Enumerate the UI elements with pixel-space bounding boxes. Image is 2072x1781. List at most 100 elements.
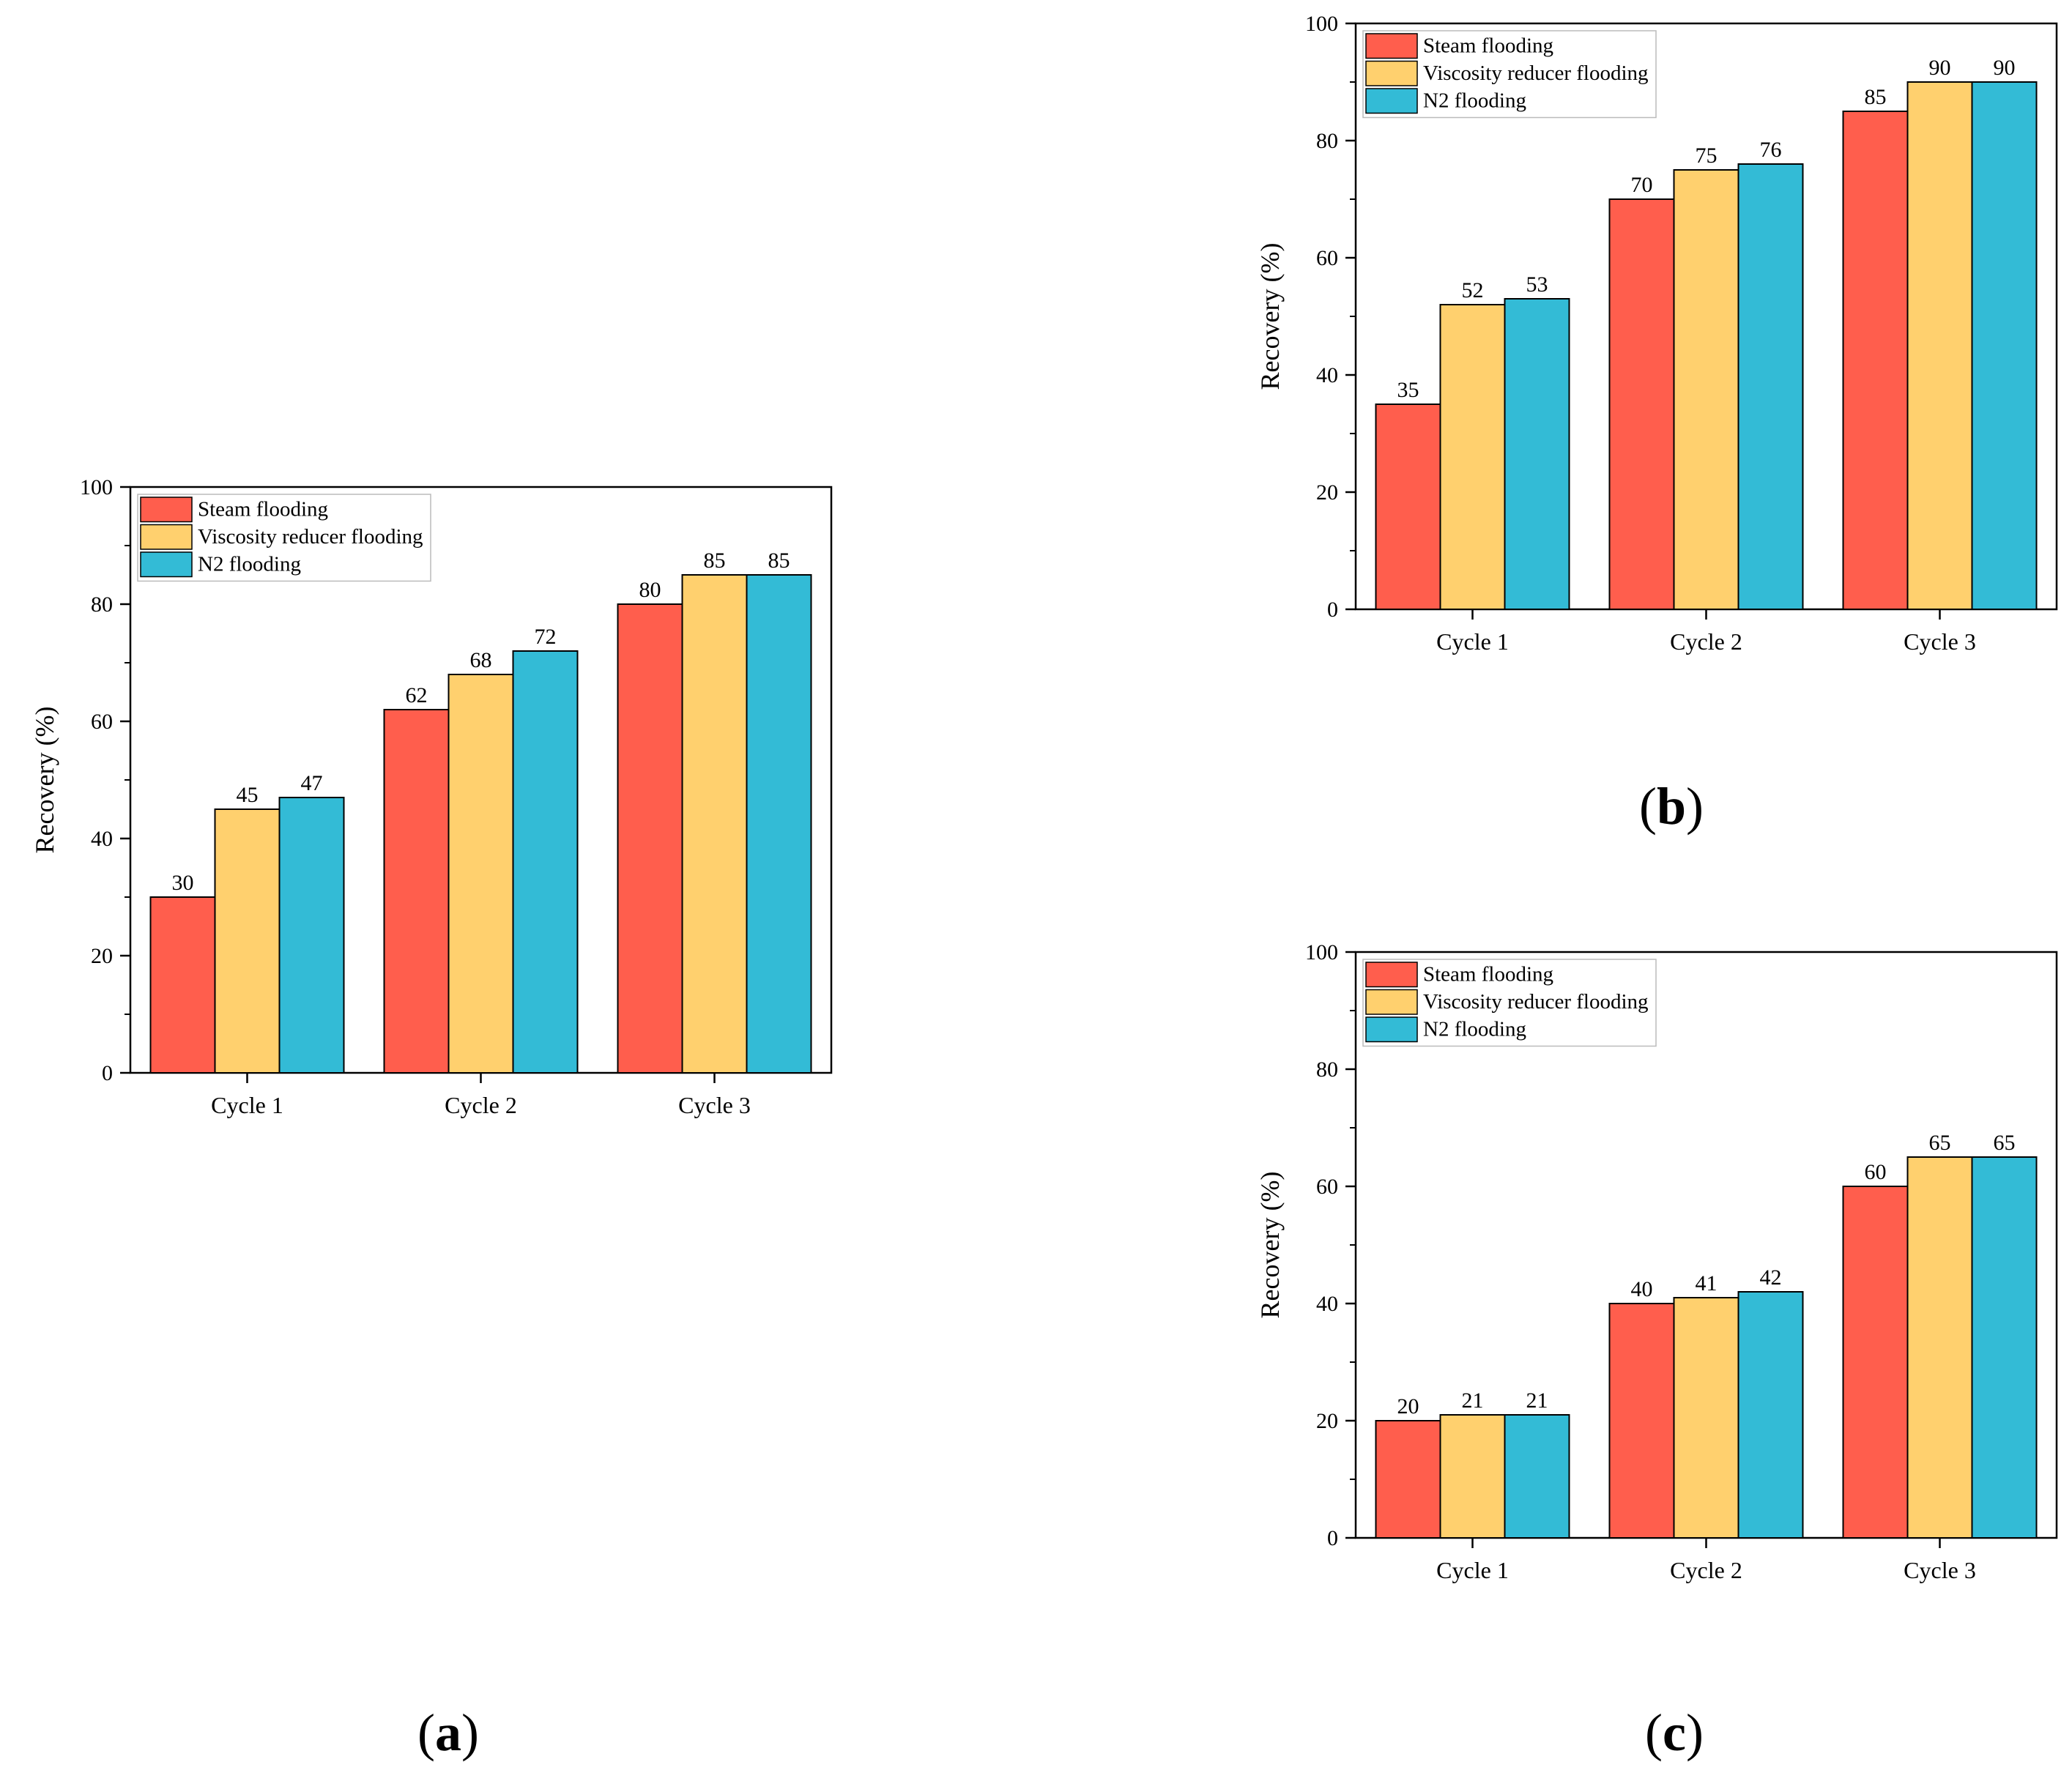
chart-a-legend-swatch: [140, 524, 193, 550]
chart-a-data-label: 62: [406, 683, 428, 707]
chart-a-data-label: 45: [237, 783, 259, 807]
panel-label-b-open: (: [1639, 777, 1657, 836]
chart-a-bar: [746, 574, 812, 1074]
chart-c-data-label: 40: [1631, 1277, 1653, 1301]
chart-b-bar: [1608, 198, 1675, 610]
chart-a-legend-label: N2 flooding: [198, 553, 301, 576]
chart-b-data-label: 35: [1397, 378, 1419, 402]
chart-b-y-axis-label: Recovery (%): [1255, 243, 1285, 390]
chart-a-bar: [278, 797, 345, 1074]
chart-b-legend-swatch: [1365, 60, 1418, 86]
chart-b-bar: [1971, 81, 2038, 610]
chart-b-data-label: 75: [1696, 144, 1718, 168]
chart-a-x-tick-label: Cycle 3: [678, 1092, 751, 1118]
chart-panel-c: 0 20 40 60 80 100 Recovery (%) Cycle 1 20 21 21 Cyc…: [1255, 940, 2058, 1583]
chart-c-bar: [1439, 1414, 1506, 1539]
panel-label-a: (a): [417, 1706, 479, 1759]
chart-a-bar: [681, 574, 748, 1074]
chart-a-legend-label: Steam flooding: [198, 498, 328, 521]
chart-b-legend-label: N2 flooding: [1423, 89, 1526, 113]
chart-b-bar: [1504, 298, 1570, 610]
chart-c-y-tick-label: 100: [1305, 940, 1338, 964]
chart-b-y-tick-label: 60: [1316, 246, 1338, 270]
chart-b-data-label: 90: [1929, 56, 1951, 80]
chart-a-bar: [448, 674, 514, 1074]
chart-c-data-label: 41: [1696, 1271, 1718, 1295]
chart-a-legend-swatch: [140, 497, 193, 523]
chart-c-bar: [1375, 1420, 1441, 1539]
chart-c-bar: [1737, 1291, 1804, 1539]
panel-label-a-letter: a: [434, 1703, 461, 1762]
chart-a-bar: [617, 603, 683, 1074]
chart-b-legend-swatch: [1365, 88, 1418, 114]
chart-a-y-axis-label: Recovery (%): [30, 707, 59, 854]
chart-b-bar: [1439, 304, 1506, 610]
chart-c-bar: [1504, 1414, 1570, 1539]
chart-b-bar: [1673, 169, 1739, 610]
chart-c-x-tick-label: Cycle 1: [1436, 1557, 1509, 1583]
chart-c-legend-swatch: [1365, 962, 1418, 988]
chart-b-y-tick-label: 0: [1327, 598, 1338, 622]
chart-c-data-label: 20: [1397, 1394, 1419, 1419]
chart-a-y-tick-label: 100: [80, 475, 113, 499]
chart-b-legend-swatch: [1365, 33, 1418, 59]
chart-c-bar: [1608, 1303, 1675, 1539]
chart-c-y-tick-label: 40: [1316, 1292, 1338, 1316]
chart-b-x-tick-label: Cycle 1: [1436, 628, 1509, 655]
chart-b-legend-label: Viscosity reducer flooding: [1423, 62, 1649, 85]
chart-c-bar: [1842, 1186, 1909, 1539]
chart-b-data-label: 90: [1994, 56, 2016, 80]
panel-label-c-letter: c: [1662, 1703, 1686, 1762]
chart-a-y-tick-label: 0: [102, 1061, 113, 1085]
chart-a-bar: [214, 808, 281, 1074]
chart-b-data-label: 70: [1631, 173, 1653, 197]
chart-c-legend-label: Viscosity reducer flooding: [1423, 990, 1649, 1014]
chart-c-bar: [1971, 1156, 2038, 1539]
chart-b-y-tick-label: 100: [1305, 12, 1338, 36]
chart-b-data-label: 76: [1760, 138, 1782, 162]
chart-a-y-tick-label: 60: [91, 710, 113, 734]
chart-a-y-tick-label: 80: [91, 592, 113, 617]
chart-panel-a: 0 20 40 60 80 100 Recovery (%) Cycle 1 30 45 47 Cyc…: [30, 475, 833, 1118]
chart-a-x-tick-label: Cycle 2: [445, 1092, 517, 1118]
chart-a-y-tick-label: 20: [91, 944, 113, 968]
chart-b-y-tick-label: 80: [1316, 129, 1338, 153]
chart-a-bar: [383, 709, 450, 1074]
chart-b-bar: [1906, 81, 1973, 610]
chart-c-data-label: 65: [1994, 1131, 2016, 1155]
panel-label-a-open: (: [417, 1703, 435, 1762]
chart-c-data-label: 60: [1865, 1160, 1887, 1184]
chart-c-data-label: 21: [1526, 1388, 1548, 1413]
chart-c-data-label: 65: [1929, 1131, 1951, 1155]
chart-b-data-label: 85: [1865, 85, 1887, 109]
chart-b-y-tick-label: 40: [1316, 363, 1338, 387]
panel-label-b-close: ): [1686, 777, 1704, 836]
chart-a-y-tick-label: 40: [91, 827, 113, 851]
chart-a-data-label: 85: [768, 549, 790, 573]
chart-a-legend-swatch: [140, 551, 193, 578]
chart-c-x-tick-label: Cycle 3: [1904, 1557, 1976, 1583]
chart-c-legend-label: N2 flooding: [1423, 1018, 1526, 1041]
chart-c-y-tick-label: 20: [1316, 1409, 1338, 1433]
chart-a-legend-label: Viscosity reducer flooding: [198, 525, 423, 549]
chart-b-bar: [1737, 163, 1804, 610]
chart-a-bar: [149, 896, 216, 1074]
chart-c-x-tick-label: Cycle 2: [1670, 1557, 1742, 1583]
chart-a-x-tick-label: Cycle 1: [211, 1092, 283, 1118]
panel-label-a-close: ): [461, 1703, 479, 1762]
chart-a-bar: [512, 650, 579, 1074]
chart-b-data-label: 52: [1462, 278, 1484, 302]
chart-b-bar: [1375, 404, 1441, 610]
chart-c-y-axis-label: Recovery (%): [1255, 1172, 1285, 1319]
chart-a-data-label: 30: [172, 871, 194, 895]
chart-a-data-label: 80: [639, 578, 661, 602]
panel-label-c-close: ): [1685, 1703, 1704, 1762]
chart-a-data-label: 47: [301, 771, 323, 795]
panel-label-b: (b): [1639, 780, 1704, 833]
panel-label-c: (c): [1645, 1706, 1704, 1759]
chart-b-bar: [1842, 111, 1909, 610]
chart-b-x-tick-label: Cycle 2: [1670, 628, 1742, 655]
chart-c-legend-swatch: [1365, 989, 1418, 1015]
chart-c-bar: [1673, 1297, 1739, 1539]
